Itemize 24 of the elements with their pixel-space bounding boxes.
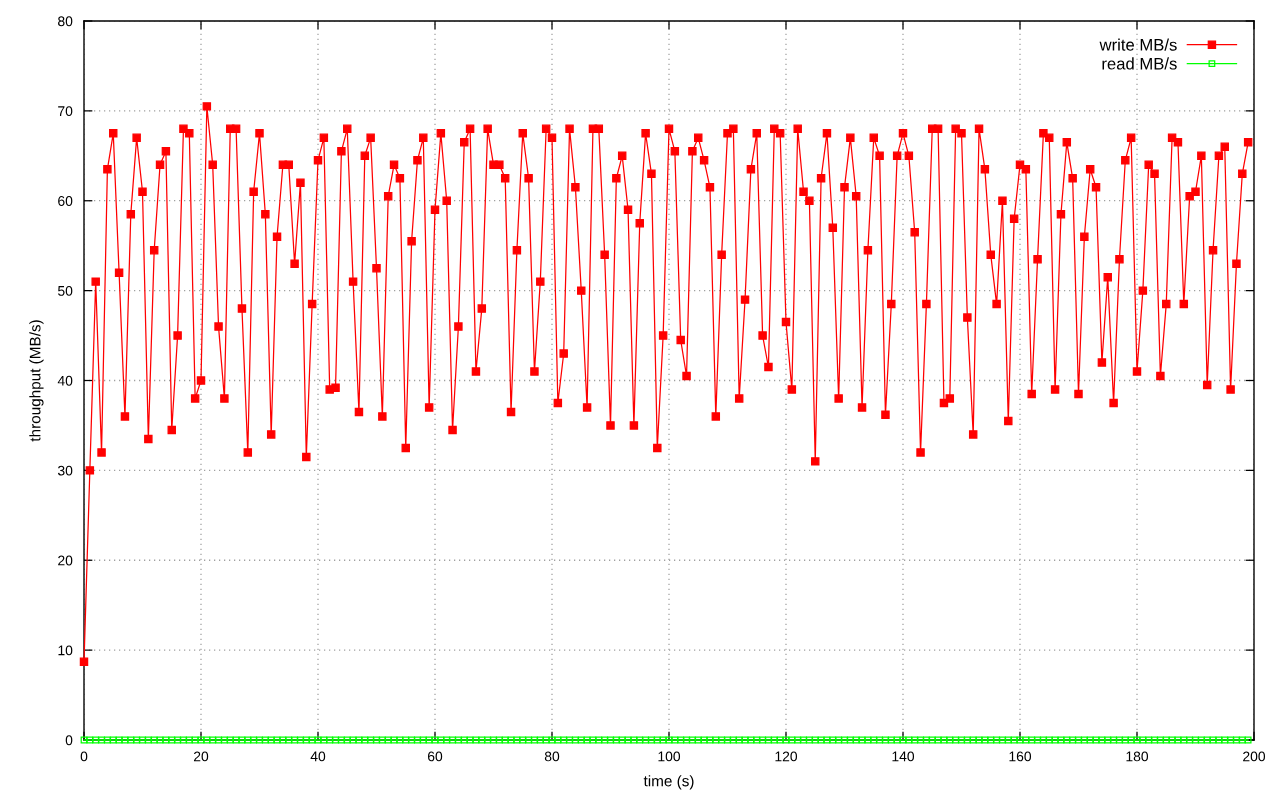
y-tick-label: 0	[65, 735, 73, 746]
x-tick-label: 120	[775, 751, 798, 762]
x-tick-label: 140	[892, 751, 915, 762]
x-tick-label: 100	[658, 751, 681, 762]
x-tick-label: 20	[193, 751, 209, 762]
y-tick-label: 20	[58, 555, 73, 566]
x-tick-label: 180	[1126, 751, 1149, 762]
y-axis-title: throughput (MB/s)	[29, 320, 44, 442]
x-tick-label: 80	[544, 751, 560, 762]
x-tick-label: 200	[1243, 751, 1266, 762]
y-tick-label: 60	[58, 196, 73, 206]
x-axis-title: time (s)	[643, 775, 694, 790]
y-tick-label: 40	[57, 375, 73, 386]
legend-label: write MB/s	[1099, 38, 1177, 51]
legend-label: read MB/s	[1102, 57, 1177, 70]
x-tick-label: 60	[427, 751, 443, 762]
y-tick-label: 10	[58, 645, 73, 656]
x-tick-label: 40	[310, 751, 326, 762]
y-tick-label: 80	[58, 16, 73, 27]
x-tick-label: 0	[80, 751, 88, 762]
y-tick-label: 30	[57, 465, 73, 476]
x-tick-label: 160	[1009, 751, 1032, 762]
y-tick-label: 70	[58, 106, 73, 117]
y-tick-label: 50	[58, 285, 73, 296]
